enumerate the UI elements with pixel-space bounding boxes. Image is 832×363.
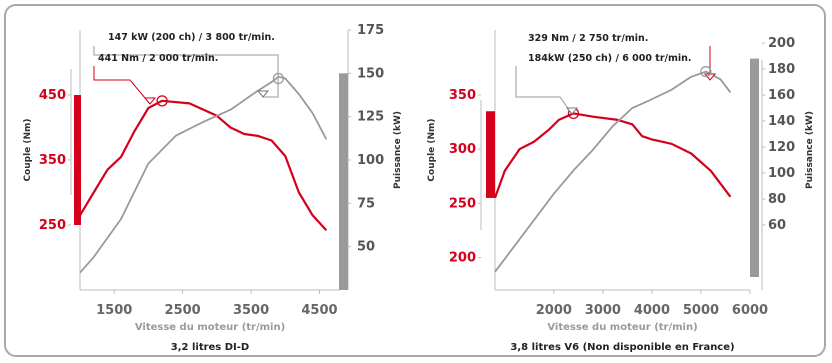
annotation-marker (272, 72, 285, 85)
annotation-label: 441 Nm / 2 000 tr/min. (98, 53, 218, 64)
annotation-arrow-icon (565, 107, 579, 115)
right-tick-label: 150 (357, 66, 384, 81)
x-tick-label: 3000 (585, 303, 621, 318)
left-tick-label: 350 (449, 88, 476, 103)
annotation-arrow-icon (143, 97, 157, 105)
right-tick-label: 160 (768, 88, 795, 103)
x-tick-label: 2000 (536, 303, 572, 318)
x-tick-label: 6000 (732, 303, 768, 318)
chart-title: 3,8 litres V6 (Non disponible en France) (510, 342, 734, 353)
annotation-label: 147 kW (200 ch) / 3 800 tr/min. (108, 32, 275, 43)
x-tick-label: 2500 (165, 303, 201, 318)
annotation-marker (700, 65, 712, 78)
left-tick-label: 300 (449, 142, 476, 157)
annotation-arrow-icon (256, 90, 270, 98)
left-tick-label: 450 (39, 88, 66, 103)
x-tick-label: 4500 (301, 303, 337, 318)
right-tick-label: 50 (357, 240, 375, 255)
power-range-bar (750, 58, 759, 277)
annotation-leader-line (93, 66, 151, 105)
left-tick-label: 250 (39, 218, 66, 233)
right-tick-label: 175 (357, 23, 384, 38)
y-right-axis-title: Puissance (kW) (805, 111, 815, 189)
power-range-bar (339, 73, 348, 290)
power-series-line (494, 70, 732, 273)
left-tick-label: 350 (39, 153, 66, 168)
annotation-label: 184kW (250 ch) / 6 000 tr/min. (528, 53, 692, 64)
right-tick-label: 200 (768, 36, 795, 51)
right-tick-label: 180 (768, 62, 795, 77)
x-tick-label: 3500 (233, 303, 269, 318)
right-tick-label: 120 (768, 140, 795, 155)
right-tick-label: 100 (357, 153, 384, 168)
power-series-line (79, 75, 328, 274)
annotation-leader-line (515, 66, 573, 115)
left-tick-label: 200 (449, 251, 476, 266)
left-tick-label: 250 (449, 196, 476, 211)
x-axis-title: Vitesse du moteur (tr/min) (135, 322, 285, 333)
y-left-axis-title: Couple (Nm) (427, 118, 437, 181)
torque-range-bar (486, 111, 495, 198)
x-axis-title: Vitesse du moteur (tr/min) (547, 322, 697, 333)
torque-series-line (493, 112, 732, 199)
x-tick-label: 1500 (96, 303, 132, 318)
y-right-axis-title: Puissance (kW) (393, 111, 403, 189)
right-tick-label: 140 (768, 114, 795, 129)
right-tick-label: 125 (357, 110, 384, 125)
chart-frame (4, 4, 826, 357)
y-left-axis-title: Couple (Nm) (23, 118, 33, 181)
annotation-leader-line (93, 46, 279, 98)
torque-series-line (79, 99, 328, 231)
x-tick-label: 5000 (683, 303, 719, 318)
right-tick-label: 100 (768, 166, 795, 181)
right-tick-label: 80 (768, 192, 786, 207)
annotation-label: 329 Nm / 2 750 tr/min. (528, 33, 648, 44)
right-tick-label: 75 (357, 196, 375, 211)
annotation-marker (156, 95, 168, 107)
torque-range-bar (74, 95, 81, 225)
right-tick-label: 60 (768, 218, 786, 233)
chart-title: 3,2 litres DI-D (171, 342, 249, 353)
x-tick-label: 4000 (634, 303, 670, 318)
